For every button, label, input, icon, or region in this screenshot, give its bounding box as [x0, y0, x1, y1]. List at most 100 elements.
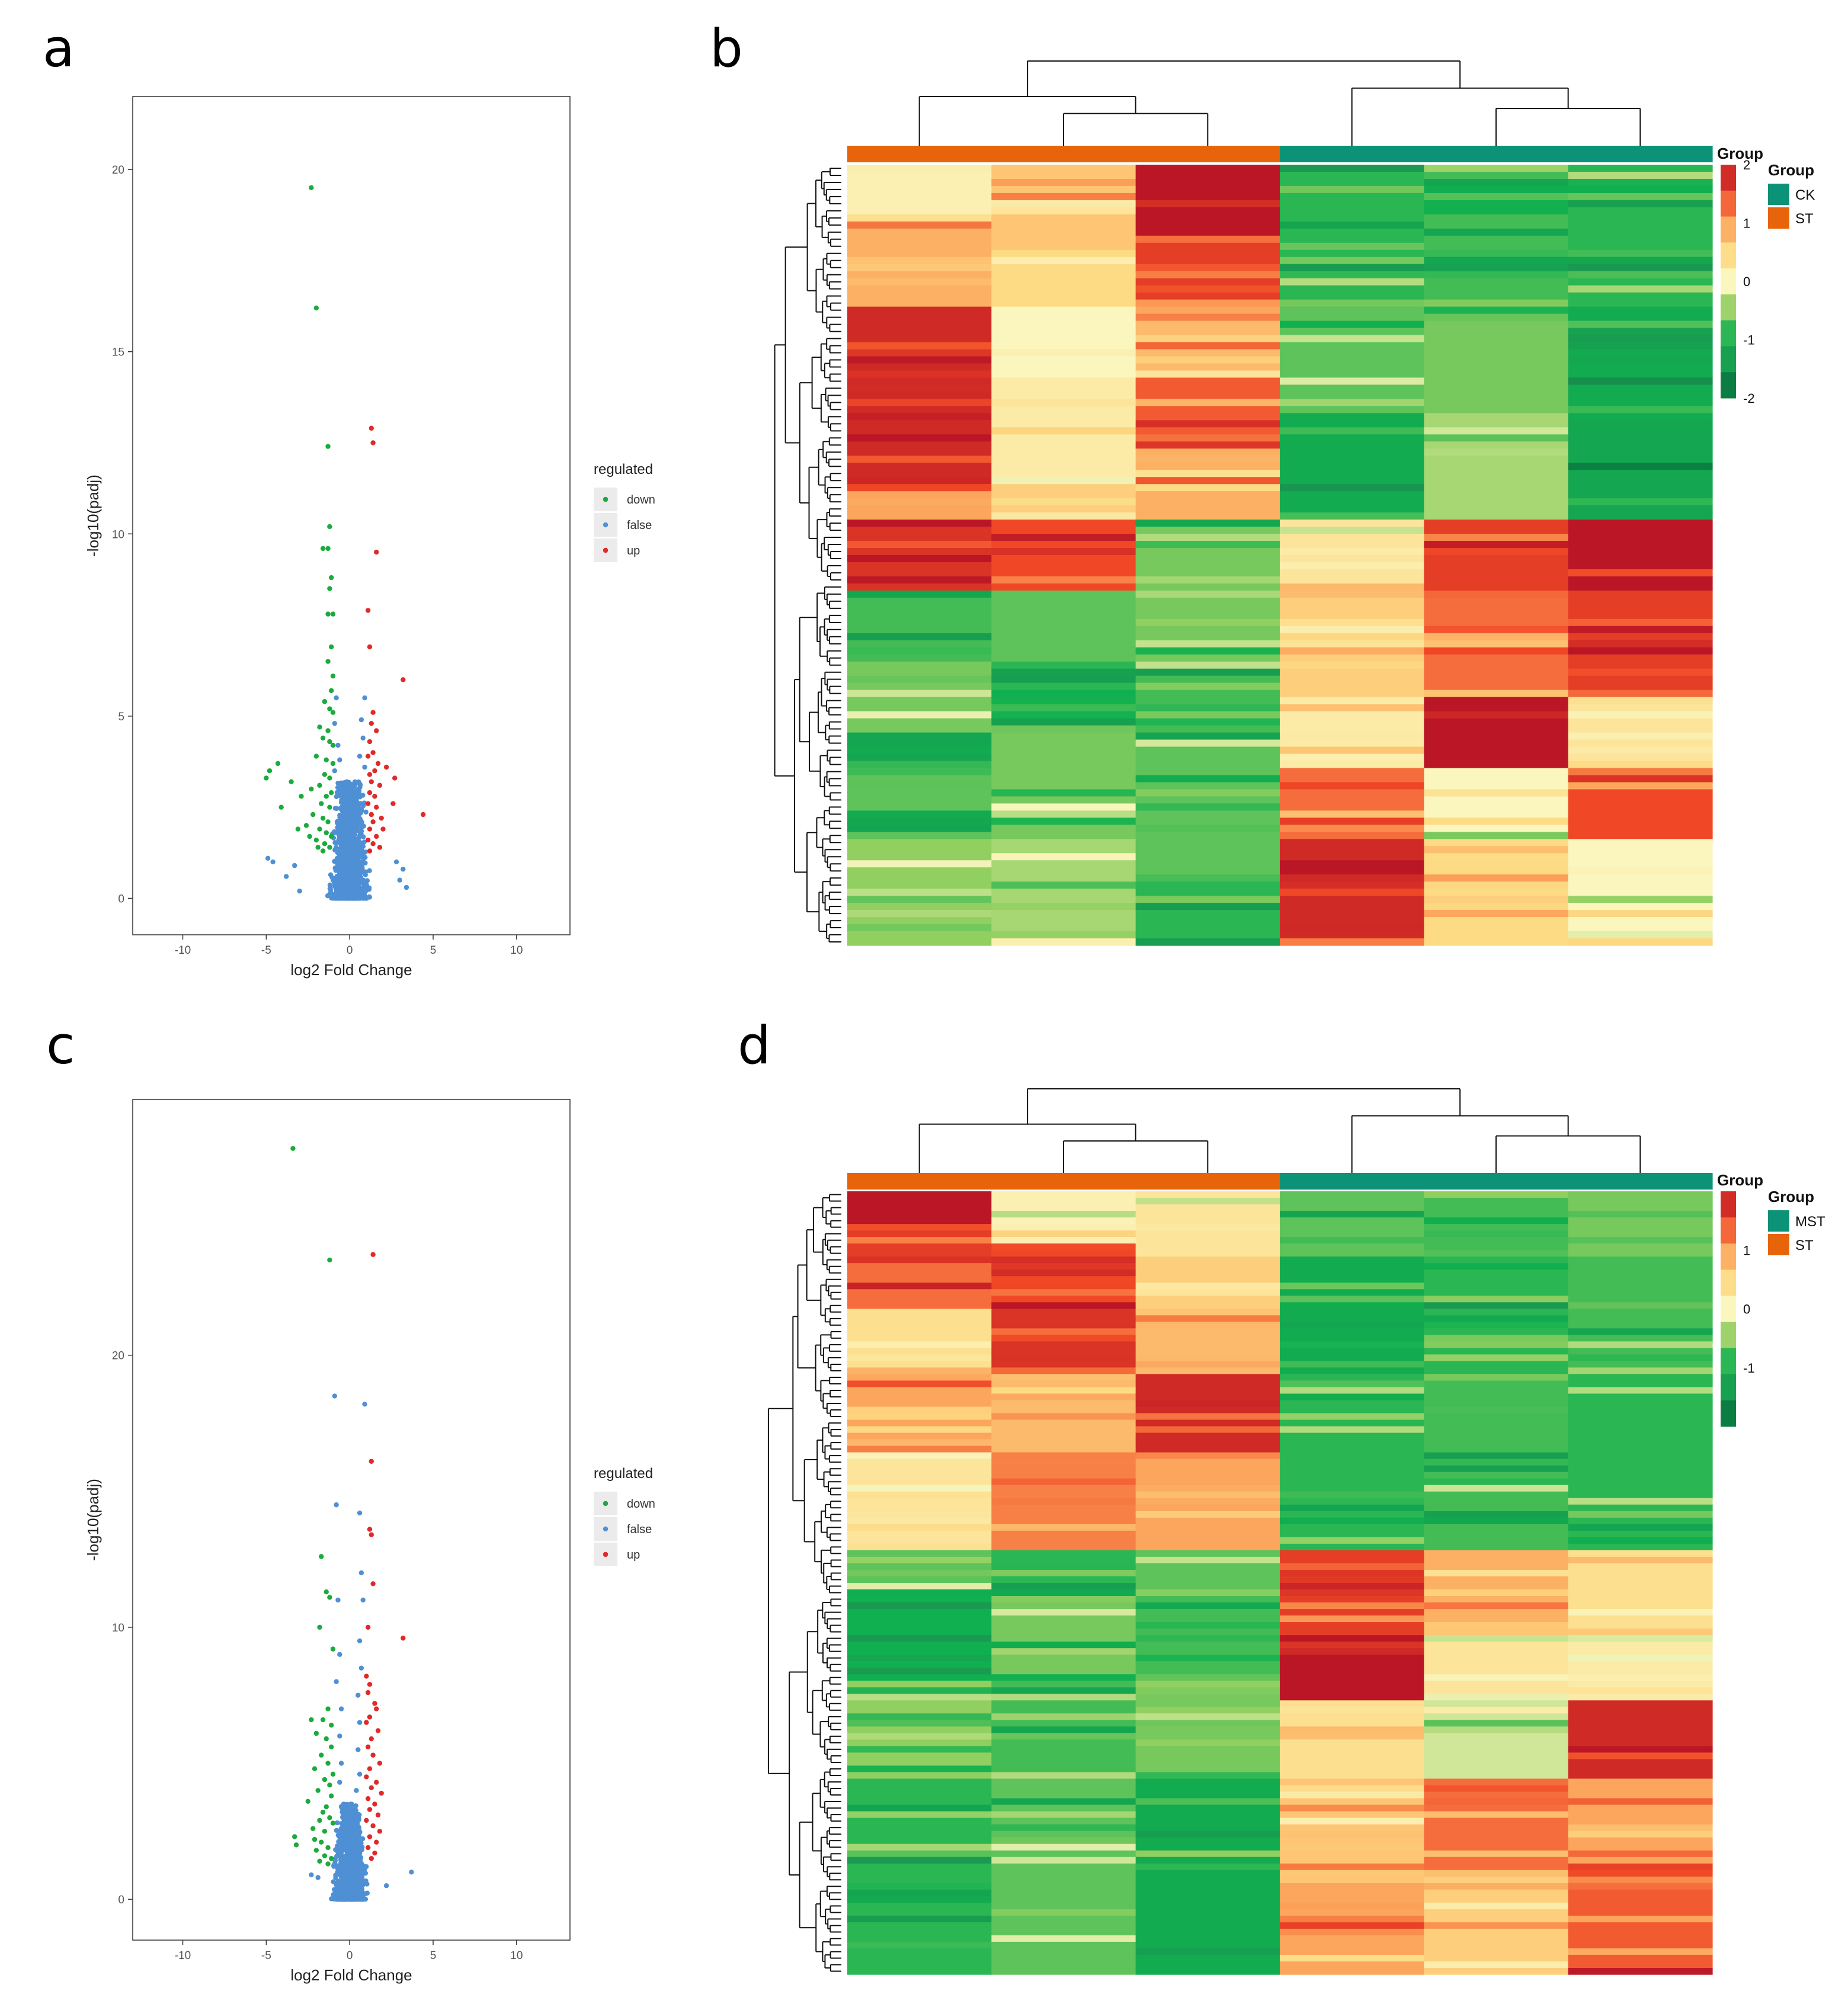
heatmap-cell	[1135, 1452, 1280, 1460]
heatmap-cell	[1424, 654, 1569, 662]
heatmap-cell	[847, 1746, 992, 1753]
heatmap-cell	[1280, 427, 1424, 435]
point-false	[359, 1874, 365, 1880]
heatmap-cell	[1424, 1681, 1569, 1688]
heatmap-cell	[1568, 775, 1713, 783]
heatmap-cell	[991, 1465, 1136, 1473]
heatmap-cell	[1135, 1543, 1280, 1551]
heatmap-cell	[991, 1328, 1136, 1335]
heatmap-cell	[1568, 569, 1713, 577]
heatmap-cell	[1135, 682, 1280, 691]
heatmap-cell	[1424, 1642, 1569, 1649]
point-up	[365, 1624, 371, 1630]
point-up	[377, 845, 383, 850]
heatmap-cell	[1135, 1870, 1280, 1877]
heatmap-cell	[1568, 278, 1713, 286]
heatmap-cell	[1280, 370, 1424, 379]
point-false	[351, 1855, 357, 1861]
heatmap-cell	[1424, 441, 1569, 449]
heatmap-cell	[847, 399, 992, 406]
color-scale-tick: 2	[1743, 158, 1750, 172]
heatmap-cell	[991, 165, 1136, 172]
heatmap-cell	[1135, 1569, 1280, 1577]
heatmap-cell	[1424, 406, 1569, 413]
heatmap-cell	[1280, 1335, 1424, 1342]
point-false	[337, 878, 343, 884]
heatmap-cell	[1135, 1237, 1280, 1244]
heatmap-cell	[1280, 1824, 1424, 1832]
heatmap-cell	[1568, 853, 1713, 861]
heatmap-cell	[1424, 917, 1569, 925]
heatmap-cell	[1135, 1191, 1280, 1198]
heatmap-cell	[1135, 768, 1280, 776]
point-false	[338, 792, 343, 798]
point-false	[360, 861, 366, 867]
heatmap-cell	[991, 1504, 1136, 1512]
heatmap-cell	[1424, 1941, 1569, 1949]
heatmap-cell	[1280, 306, 1424, 315]
heatmap-cell	[1280, 704, 1424, 712]
heatmap-cell	[1280, 249, 1424, 258]
heatmap-cell	[1280, 1354, 1424, 1362]
heatmap-cell	[1568, 881, 1713, 889]
heatmap-cell	[1135, 604, 1280, 613]
point-false	[339, 1845, 344, 1850]
heatmap-cell	[1424, 583, 1569, 591]
heatmap-cell	[1424, 768, 1569, 776]
heatmap-cell	[1135, 1458, 1280, 1466]
point-false	[341, 836, 347, 842]
heatmap-cell	[1280, 910, 1424, 918]
plot-area	[132, 1099, 571, 1941]
heatmap-cell	[991, 1296, 1136, 1303]
heatmap-cell	[991, 377, 1136, 386]
heatmap-cell	[991, 207, 1136, 215]
heatmap-cell	[847, 505, 992, 513]
point-false	[350, 1804, 355, 1810]
heatmap-cell	[1280, 889, 1424, 896]
heatmap-cell	[847, 697, 992, 705]
heatmap-cell	[1135, 1707, 1280, 1714]
heatmap-cell	[847, 1230, 992, 1238]
point-false	[335, 1843, 340, 1849]
point-down	[313, 837, 319, 843]
heatmap-cell	[1424, 1419, 1569, 1427]
heatmap-cell	[1280, 1896, 1424, 1903]
heatmap-cell	[1424, 342, 1569, 350]
heatmap-cell	[991, 1198, 1136, 1205]
heatmap-cell	[1280, 264, 1424, 272]
point-down	[327, 775, 332, 781]
heatmap-cell	[1135, 1478, 1280, 1486]
heatmap-cell	[1424, 739, 1569, 748]
heatmap-cell	[1135, 853, 1280, 861]
heatmap-cell	[1424, 1778, 1569, 1786]
heatmap-cell	[1135, 171, 1280, 179]
heatmap-cell	[991, 328, 1136, 336]
heatmap-cell	[1568, 789, 1713, 797]
heatmap-cell	[847, 278, 992, 286]
heatmap-cell	[991, 1550, 1136, 1557]
heatmap-cell	[847, 1883, 992, 1890]
heatmap-cell	[847, 789, 992, 797]
heatmap-cell	[1424, 463, 1569, 470]
heatmap-cell	[1280, 1419, 1424, 1427]
heatmap-cell	[1135, 1687, 1280, 1694]
heatmap-cell	[991, 789, 1136, 797]
heatmap-cell	[1280, 1302, 1424, 1309]
heatmap-cell	[1424, 1270, 1569, 1277]
heatmap-cell	[847, 1472, 992, 1479]
heatmap-cell	[1280, 242, 1424, 251]
heatmap-cell	[1424, 825, 1569, 832]
heatmap-cell	[991, 441, 1136, 449]
heatmap-cell	[991, 278, 1136, 286]
heatmap-cell	[1424, 782, 1569, 790]
heatmap-cell	[1424, 832, 1569, 839]
point-down	[317, 1858, 322, 1864]
heatmap-cell	[1280, 1713, 1424, 1720]
heatmap-cell	[1568, 910, 1713, 918]
heatmap-cell	[1424, 200, 1569, 208]
heatmap-cell	[1135, 725, 1280, 733]
heatmap-cell	[991, 1967, 1136, 1975]
heatmap-cell	[1280, 1648, 1424, 1655]
heatmap-cell	[1424, 392, 1569, 399]
heatmap-cell	[1568, 1726, 1713, 1733]
